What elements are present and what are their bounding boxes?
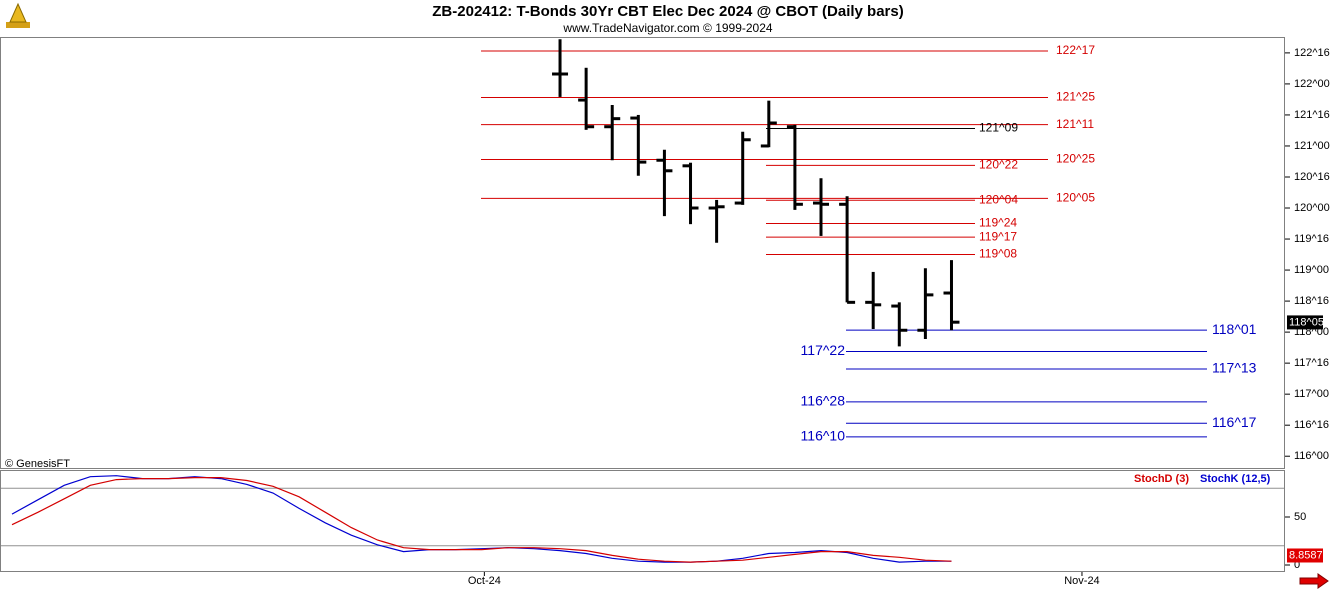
y-tick-label: 120^16 xyxy=(1294,171,1330,183)
level-label: 122^17 xyxy=(1056,43,1095,57)
level-label: 121^09 xyxy=(979,121,1018,135)
y-tick-label: 122^00 xyxy=(1294,78,1330,90)
level-label: 120^22 xyxy=(979,158,1018,172)
y-tick-label: 119^16 xyxy=(1294,233,1329,245)
logo xyxy=(6,2,30,28)
y-tick-label: 117^16 xyxy=(1294,357,1329,369)
y-tick-label: 118^16 xyxy=(1294,295,1329,307)
last-value-box xyxy=(1287,548,1323,563)
y-tick-label: 120^00 xyxy=(1294,202,1330,214)
legend-label: StochD (3) xyxy=(1134,473,1189,485)
level-label: 119^24 xyxy=(979,216,1017,230)
y-tick-label: 117^00 xyxy=(1294,388,1329,400)
watermark: © GenesisFT xyxy=(5,458,70,470)
last-price-box xyxy=(1287,315,1323,330)
level-label: 120^25 xyxy=(1056,152,1095,166)
y-tick-label: 122^16 xyxy=(1294,47,1330,59)
level-label: 121^25 xyxy=(1056,90,1095,104)
y-tick-label: 50 xyxy=(1294,511,1306,523)
level-label: 116^28 xyxy=(801,393,846,409)
level-label: 117^13 xyxy=(1212,360,1257,376)
y-tick-label: 0 xyxy=(1294,559,1300,571)
y-tick-label: 116^16 xyxy=(1294,419,1329,431)
scroll-arrow[interactable] xyxy=(1299,573,1329,589)
y-tick-label: 119^00 xyxy=(1294,264,1329,276)
y-tick-label: 121^00 xyxy=(1294,140,1330,152)
y-tick-label: 121^16 xyxy=(1294,109,1330,121)
level-label: 119^08 xyxy=(979,247,1017,261)
last-price-label: 118^05 xyxy=(1289,316,1324,328)
level-label: 120^04 xyxy=(979,192,1018,206)
y-tick-label: 116^00 xyxy=(1294,450,1329,462)
level-label: 118^01 xyxy=(1212,321,1257,337)
subtitle: www.TradeNavigator.com © 1999-2024 xyxy=(562,21,772,35)
stoch-line xyxy=(11,477,952,563)
level-label: 120^05 xyxy=(1056,190,1095,204)
level-label: 117^22 xyxy=(801,342,846,358)
level-label: 116^10 xyxy=(801,428,846,444)
stoch-panel xyxy=(0,470,1285,572)
level-label: 119^17 xyxy=(979,229,1017,243)
chart-title: ZB-202412: T-Bonds 30Yr CBT Elec Dec 202… xyxy=(432,3,903,20)
price-panel xyxy=(0,37,1285,469)
last-value-label: 8.8587 xyxy=(1289,549,1323,561)
level-label: 116^17 xyxy=(1212,414,1257,430)
x-tick-label: Oct-24 xyxy=(468,575,501,587)
level-label: 121^11 xyxy=(1056,117,1094,131)
legend-label: StochK (12,5) xyxy=(1200,473,1271,485)
x-tick-label: Nov-24 xyxy=(1064,575,1099,587)
